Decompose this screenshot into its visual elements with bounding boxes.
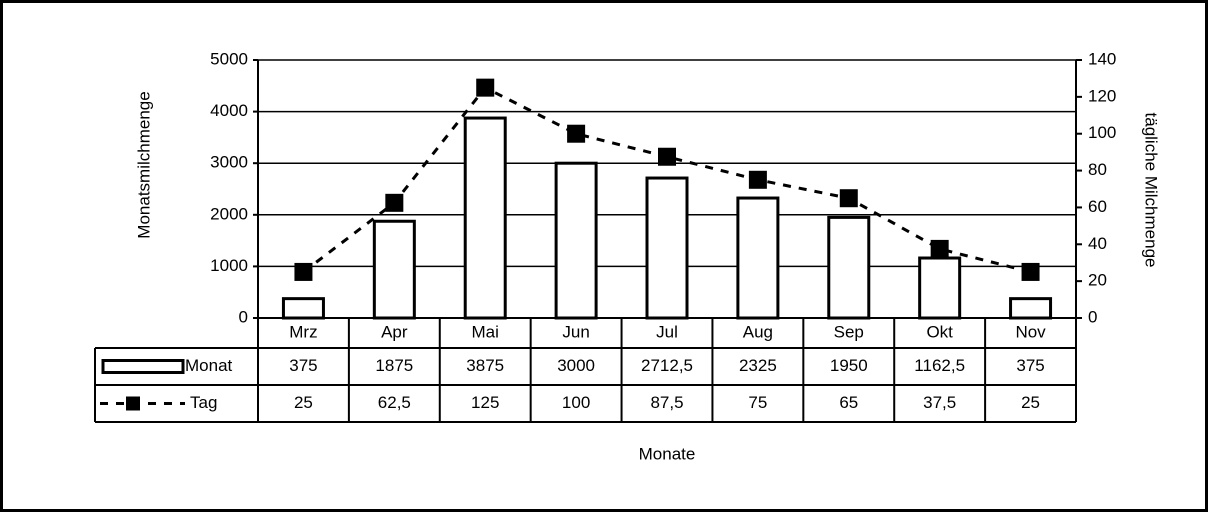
table-cell: 75	[748, 393, 767, 412]
y2-tick-label: 140	[1088, 49, 1116, 68]
x-tick-label: Mai	[472, 322, 499, 341]
bar	[554, 161, 598, 320]
y2-tick-label: 80	[1088, 160, 1107, 179]
table-cell: 125	[471, 393, 499, 412]
legend-swatch	[101, 359, 185, 374]
marker	[294, 262, 313, 281]
y-axis-title: Monatsmilchmenge	[134, 91, 153, 238]
x-tick-label: Okt	[926, 322, 953, 341]
legend-label: Monat	[185, 356, 233, 375]
table-cell: 1950	[830, 356, 868, 375]
marker	[1021, 262, 1040, 281]
line	[302, 85, 1031, 274]
table-cell: 87,5	[650, 393, 683, 412]
y2-tick-label: 20	[1088, 271, 1107, 290]
x-tick-label: Mrz	[289, 322, 317, 341]
x-axis-title: Monate	[639, 444, 696, 463]
x-tick-label: Jun	[562, 322, 589, 341]
bar	[736, 196, 780, 320]
y-tick-label: 3000	[210, 153, 248, 172]
marker	[658, 147, 676, 166]
table-cell: 62,5	[378, 393, 411, 412]
y2-axis-title: tägliche Milchmenge	[1142, 113, 1161, 268]
marker	[930, 239, 949, 258]
x-tick-label: Jul	[656, 322, 678, 341]
table-cell: 3000	[557, 356, 595, 375]
x-tick-label: Aug	[743, 322, 773, 341]
table-cell: 25	[294, 393, 313, 412]
bar	[372, 219, 416, 320]
table-cell: 1162,5	[914, 356, 965, 375]
bar	[645, 176, 689, 320]
table-cell: 100	[562, 393, 590, 412]
y2-tick-label: 0	[1088, 307, 1097, 326]
marker	[567, 124, 586, 143]
marker	[748, 170, 767, 189]
table-cell: 25	[1021, 393, 1040, 412]
table-cell: 37,5	[923, 393, 956, 412]
table-cell: 375	[1016, 356, 1044, 375]
table-cell: 1875	[375, 356, 413, 375]
table-cell: 3875	[466, 356, 504, 375]
y-tick-label: 1000	[210, 256, 248, 275]
y-tick-label: 2000	[210, 204, 248, 223]
marker	[839, 189, 858, 208]
y-tick-label: 4000	[210, 101, 248, 120]
y2-tick-label: 60	[1088, 197, 1107, 216]
x-tick-label: Nov	[1015, 322, 1046, 341]
y2-tick-label: 100	[1088, 123, 1116, 142]
y-tick-label: 0	[239, 307, 248, 326]
table-cell: 2712,5	[641, 356, 693, 375]
marker	[385, 193, 404, 212]
table-cell: 2325	[739, 356, 777, 375]
legend-marker	[126, 396, 140, 411]
bar	[1009, 297, 1053, 320]
x-tick-label: Apr	[381, 322, 408, 341]
bar	[463, 116, 507, 320]
table-cell: 65	[839, 393, 858, 412]
bar	[918, 256, 962, 320]
y2-tick-label: 40	[1088, 234, 1107, 253]
legend-label: Tag	[190, 393, 217, 412]
table-cell: 375	[289, 356, 317, 375]
y-tick-label: 5000	[210, 49, 248, 68]
bar	[827, 215, 871, 320]
x-tick-label: Sep	[834, 322, 864, 341]
bar	[281, 297, 325, 320]
marker	[476, 78, 495, 97]
y2-tick-label: 120	[1088, 86, 1116, 105]
